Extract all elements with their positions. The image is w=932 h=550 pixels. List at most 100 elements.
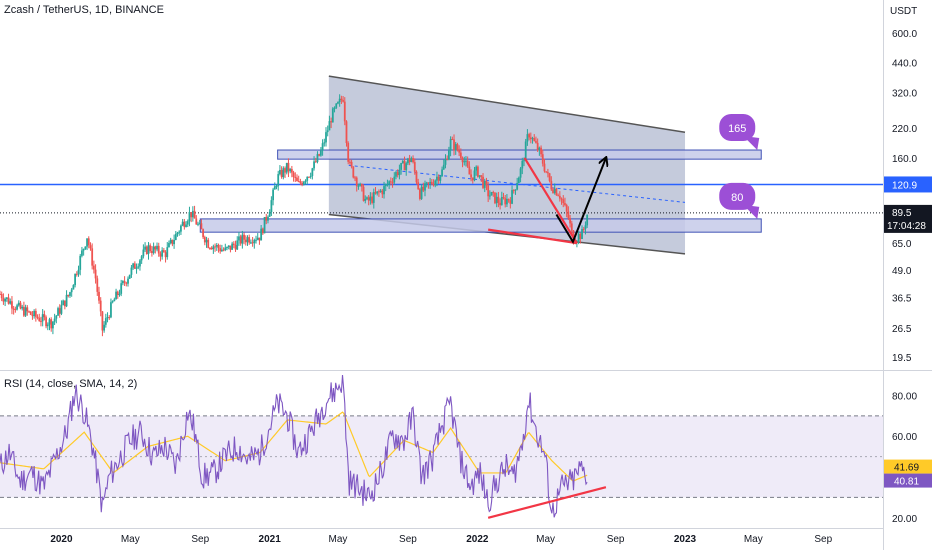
candle-body — [116, 291, 119, 296]
candle-body — [422, 186, 425, 191]
candle-body — [275, 186, 278, 188]
callout-label: 165 — [728, 123, 746, 135]
candle-body — [444, 158, 447, 165]
candle-body — [260, 228, 263, 241]
candle-body — [529, 137, 532, 140]
candle-body — [371, 196, 373, 203]
candle-body — [222, 249, 225, 251]
candle-body — [378, 191, 380, 193]
candle-body — [193, 210, 196, 219]
candle-body — [528, 134, 531, 138]
time-tick-label: Sep — [191, 534, 209, 545]
candle-body — [255, 239, 257, 241]
candle-body — [352, 166, 355, 178]
time-tick-label: May — [536, 534, 555, 545]
candle-body — [52, 321, 54, 329]
candle-body — [302, 181, 305, 185]
candle-body — [437, 176, 440, 181]
main-legend: Zcash / TetherUS, 1D, BINANCE — [4, 4, 164, 16]
candle-body — [326, 130, 329, 133]
candle-body — [19, 302, 22, 309]
price-tick-label: 26.5 — [892, 324, 912, 335]
candle-body — [318, 154, 321, 156]
callout-165: 165 — [719, 114, 760, 151]
candle-body — [217, 245, 220, 249]
candle-body — [67, 294, 70, 296]
candle-body — [449, 139, 452, 151]
candle-body — [26, 307, 29, 312]
candle-body — [79, 255, 82, 270]
candle-body — [265, 217, 268, 221]
rsi-legend: RSI (14, close, SMA, 14, 2) — [4, 378, 138, 390]
candle-body — [272, 189, 274, 201]
candle-body — [113, 299, 116, 302]
candle-body — [333, 107, 336, 109]
candle-body — [135, 267, 138, 269]
candle-body — [45, 317, 47, 327]
candle-body — [152, 246, 155, 254]
candle-body — [538, 147, 541, 151]
candle-body — [241, 234, 244, 244]
candle-body — [173, 239, 175, 245]
candle-body — [258, 237, 261, 241]
candle-body — [147, 245, 150, 255]
candle-body — [415, 171, 418, 183]
candle-body — [465, 160, 467, 162]
candle-body — [442, 164, 445, 170]
candle-body — [169, 239, 172, 244]
candle-body — [471, 177, 474, 181]
candle-body — [41, 314, 44, 322]
candle-body — [567, 211, 570, 219]
candle-body — [403, 160, 406, 171]
rsi-ma-line — [0, 411, 588, 482]
candle-body — [417, 182, 420, 190]
candle-body — [492, 192, 495, 194]
candle-body — [151, 251, 153, 254]
candle-body — [581, 229, 583, 240]
candle-body — [190, 212, 193, 218]
candle-body — [526, 134, 529, 142]
candle-body — [343, 101, 346, 122]
candle-body — [239, 236, 242, 244]
candle-body — [337, 102, 339, 104]
candle-body — [277, 174, 280, 187]
candle-body — [294, 176, 297, 178]
candle-body — [391, 182, 394, 184]
candle-body — [132, 263, 135, 268]
candle-body — [297, 181, 300, 183]
candle-body — [263, 217, 266, 234]
candle-body — [2, 298, 5, 302]
candle-body — [127, 278, 129, 284]
candle-body — [63, 300, 66, 307]
candle-body — [500, 197, 503, 206]
candle-body — [558, 195, 561, 199]
candle-body — [21, 306, 24, 309]
candle-body — [447, 150, 450, 160]
candle-body — [296, 177, 298, 182]
candle-body — [123, 281, 126, 283]
candle-body — [309, 175, 312, 177]
candle-body — [139, 260, 141, 267]
price-tick-label: 600.0 — [892, 29, 917, 40]
candle-body — [360, 183, 363, 187]
candle-body — [372, 192, 375, 203]
candle-body — [236, 240, 239, 250]
candle-body — [478, 175, 481, 177]
candle-body — [495, 196, 498, 204]
candle-body — [174, 233, 177, 240]
time-tick-label: May — [328, 534, 347, 545]
candle-body — [209, 247, 211, 249]
candle-body — [106, 317, 109, 319]
candle-body — [413, 162, 416, 172]
candle-body — [110, 302, 112, 318]
candle-body — [436, 176, 438, 181]
candle-body — [395, 172, 397, 177]
channel-fill — [328, 76, 686, 254]
candle-body — [180, 225, 182, 232]
candle-body — [161, 250, 164, 257]
candle-body — [285, 162, 288, 173]
candle-body — [517, 177, 520, 184]
